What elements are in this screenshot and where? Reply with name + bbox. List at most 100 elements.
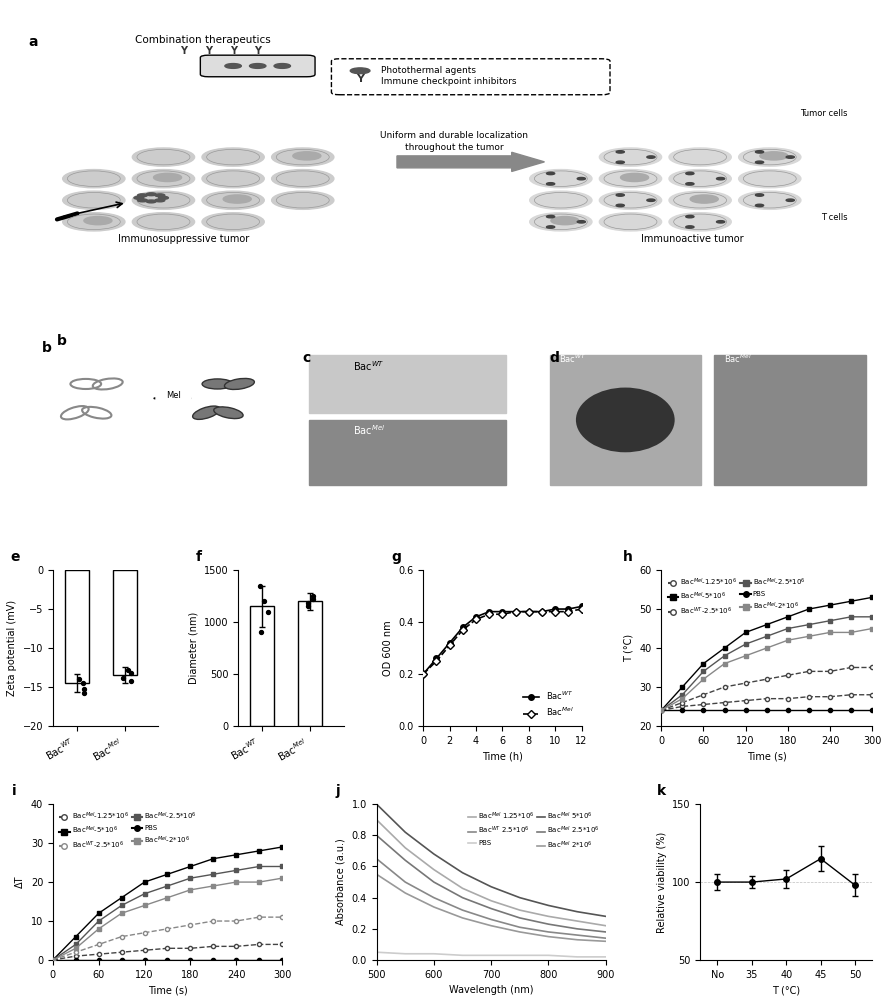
Bac$^{WT}$-2.5*10$^6$ (846, 661, 856, 673)
Bac$^{Mel}$-2.5*10$^6$ (846, 611, 856, 623)
Bac$^{Mel}$-2*10$^6$ (867, 623, 877, 635)
Bac$^{WT}$ (510, 606, 521, 618)
Text: Combination therapeutics: Combination therapeutics (135, 35, 270, 45)
Y-axis label: ΔT: ΔT (15, 876, 26, 888)
Y-axis label: Zeta potential (mV): Zeta potential (mV) (7, 600, 17, 696)
PBS (825, 704, 835, 716)
Bac$^{Mel}$-1.25*10$^6$ (162, 942, 173, 954)
Bac$^{WT}$ 2.5*10$^6$ (486, 913, 497, 925)
Bac$^{WT}$ 2.5*10$^6$ (544, 926, 554, 938)
Text: Y: Y (356, 74, 364, 84)
PBS (515, 949, 525, 961)
Point (253, 604, 267, 620)
Bac$^{WT}$-2.5*10$^6$ (185, 919, 196, 931)
Y-axis label: Relative viability (%): Relative viability (%) (656, 831, 667, 933)
Circle shape (755, 151, 764, 153)
Bac$^{WT}$ (418, 668, 428, 680)
Point (308, 598, 322, 614)
Line: Bac$^{Mel}$: Bac$^{Mel}$ (420, 606, 584, 677)
Bac$^{WT}$ 2.5*10$^6$ (457, 904, 468, 916)
Line: Bac$^{Mel}$ 2*10$^6$: Bac$^{Mel}$ 2*10$^6$ (376, 874, 606, 941)
Point (114, 662, 128, 678)
Bar (250, 606, 274, 726)
PBS (93, 954, 104, 966)
Circle shape (616, 151, 625, 153)
Circle shape (759, 152, 788, 160)
Bac$^{WT}$ (484, 606, 494, 618)
Bac$^{Mel}$ 2*10$^6$ (457, 912, 468, 924)
Y-axis label: Diameter (nm): Diameter (nm) (189, 612, 198, 684)
Bac$^{Mel}$ 2*10$^6$ (400, 887, 411, 899)
Circle shape (529, 213, 592, 231)
Bac$^{Mel}$-2*10$^6$ (254, 876, 264, 888)
Bac$^{WT}$ 2.5*10$^6$ (572, 929, 582, 941)
Line: Bac$^{Mel}$ 2.5*10$^6$: Bac$^{Mel}$ 2.5*10$^6$ (376, 835, 606, 932)
Bac$^{Mel}$-2.5*10$^6$ (139, 888, 150, 900)
Bac$^{Mel}$-1.25*10$^6$ (761, 693, 772, 705)
Bac$^{Mel}$-1.25*10$^6$ (70, 950, 81, 962)
Bac$^{Mel}$-1.25*10$^6$ (208, 940, 218, 952)
PBS (656, 704, 667, 716)
Bac$^{Mel}$-2.5*10$^6$ (867, 611, 877, 623)
Text: b: b (42, 341, 52, 355)
Circle shape (155, 199, 165, 202)
Bac$^{WT}$-2.5*10$^6$ (70, 946, 81, 958)
Text: Tumor cells: Tumor cells (800, 109, 848, 118)
Line: Bac$^{Mel}$-1.25*10$^6$: Bac$^{Mel}$-1.25*10$^6$ (659, 693, 874, 712)
Circle shape (599, 148, 662, 166)
Circle shape (202, 148, 264, 166)
Circle shape (529, 170, 592, 188)
Bac$^{Mel}$-2*10$^6$ (208, 880, 218, 892)
X-axis label: Wavelength (nm): Wavelength (nm) (449, 985, 533, 995)
Circle shape (685, 215, 694, 218)
Circle shape (202, 213, 264, 231)
Circle shape (669, 170, 731, 188)
Text: k: k (657, 784, 666, 798)
Line: Bac$^{Mel}$-5*10$^6$: Bac$^{Mel}$-5*10$^6$ (51, 845, 285, 962)
Bac$^{Mel}$-5*10$^6$ (277, 841, 287, 853)
Bac$^{Mel}$-5*10$^6$ (656, 704, 667, 716)
Bac$^{Mel}$ 5*10$^6$ (457, 867, 468, 879)
Circle shape (84, 217, 112, 225)
Bac$^{Mel}$-1.25*10$^6$ (846, 689, 856, 701)
Bar (550, 355, 701, 485)
Bac$^{Mel}$-2.5*10$^6$ (231, 864, 241, 876)
Bac$^{Mel}$-5*10$^6$ (698, 658, 708, 670)
Bar (309, 420, 507, 485)
Line: Bac$^{Mel}$ 1.25*10$^6$: Bac$^{Mel}$ 1.25*10$^6$ (376, 820, 606, 926)
PBS (719, 704, 729, 716)
Text: d: d (550, 351, 559, 365)
PBS (371, 946, 381, 958)
Text: Photothermal agents: Photothermal agents (381, 66, 476, 75)
Text: Uniform and durable localization: Uniform and durable localization (381, 131, 529, 140)
Point (300, 588, 314, 604)
Bac$^{WT}$ (550, 603, 560, 615)
Bac$^{Mel}$-1.25*10$^6$ (698, 698, 708, 710)
Bac$^{Mel}$-2*10$^6$ (825, 626, 835, 638)
PBS (846, 704, 856, 716)
Text: Bac$^{WT}$: Bac$^{WT}$ (559, 352, 587, 365)
Bac$^{WT}$-2.5*10$^6$ (719, 681, 729, 693)
Bac$^{Mel}$-2*10$^6$ (70, 942, 81, 954)
Bac$^{WT}$-2.5*10$^6$ (677, 697, 688, 709)
Bac$^{Mel}$ 1.25*10$^6$ (515, 904, 525, 916)
Circle shape (202, 170, 264, 188)
Text: j: j (336, 784, 340, 798)
PBS (208, 954, 218, 966)
Bac$^{Mel}$-1.25*10$^6$ (677, 700, 688, 712)
Circle shape (738, 191, 801, 209)
Point (259, 624, 273, 640)
Bac$^{Mel}$ 2.5*10$^6$ (457, 892, 468, 904)
Text: Immune checkpoint inhibitors: Immune checkpoint inhibitors (381, 77, 516, 86)
Bac$^{WT}$ (537, 606, 547, 618)
Ellipse shape (225, 378, 255, 389)
Point (121, 665, 135, 681)
Circle shape (755, 194, 764, 196)
Circle shape (616, 204, 625, 207)
Bac$^{WT}$ 2.5*10$^6$ (515, 921, 525, 933)
Bac$^{WT}$ 2.5*10$^6$ (400, 876, 411, 888)
Bac$^{WT}$ (470, 611, 481, 623)
Bac$^{WT}$ (457, 621, 468, 633)
Line: PBS: PBS (51, 958, 285, 962)
Bac$^{Mel}$-2*10$^6$ (139, 899, 150, 911)
